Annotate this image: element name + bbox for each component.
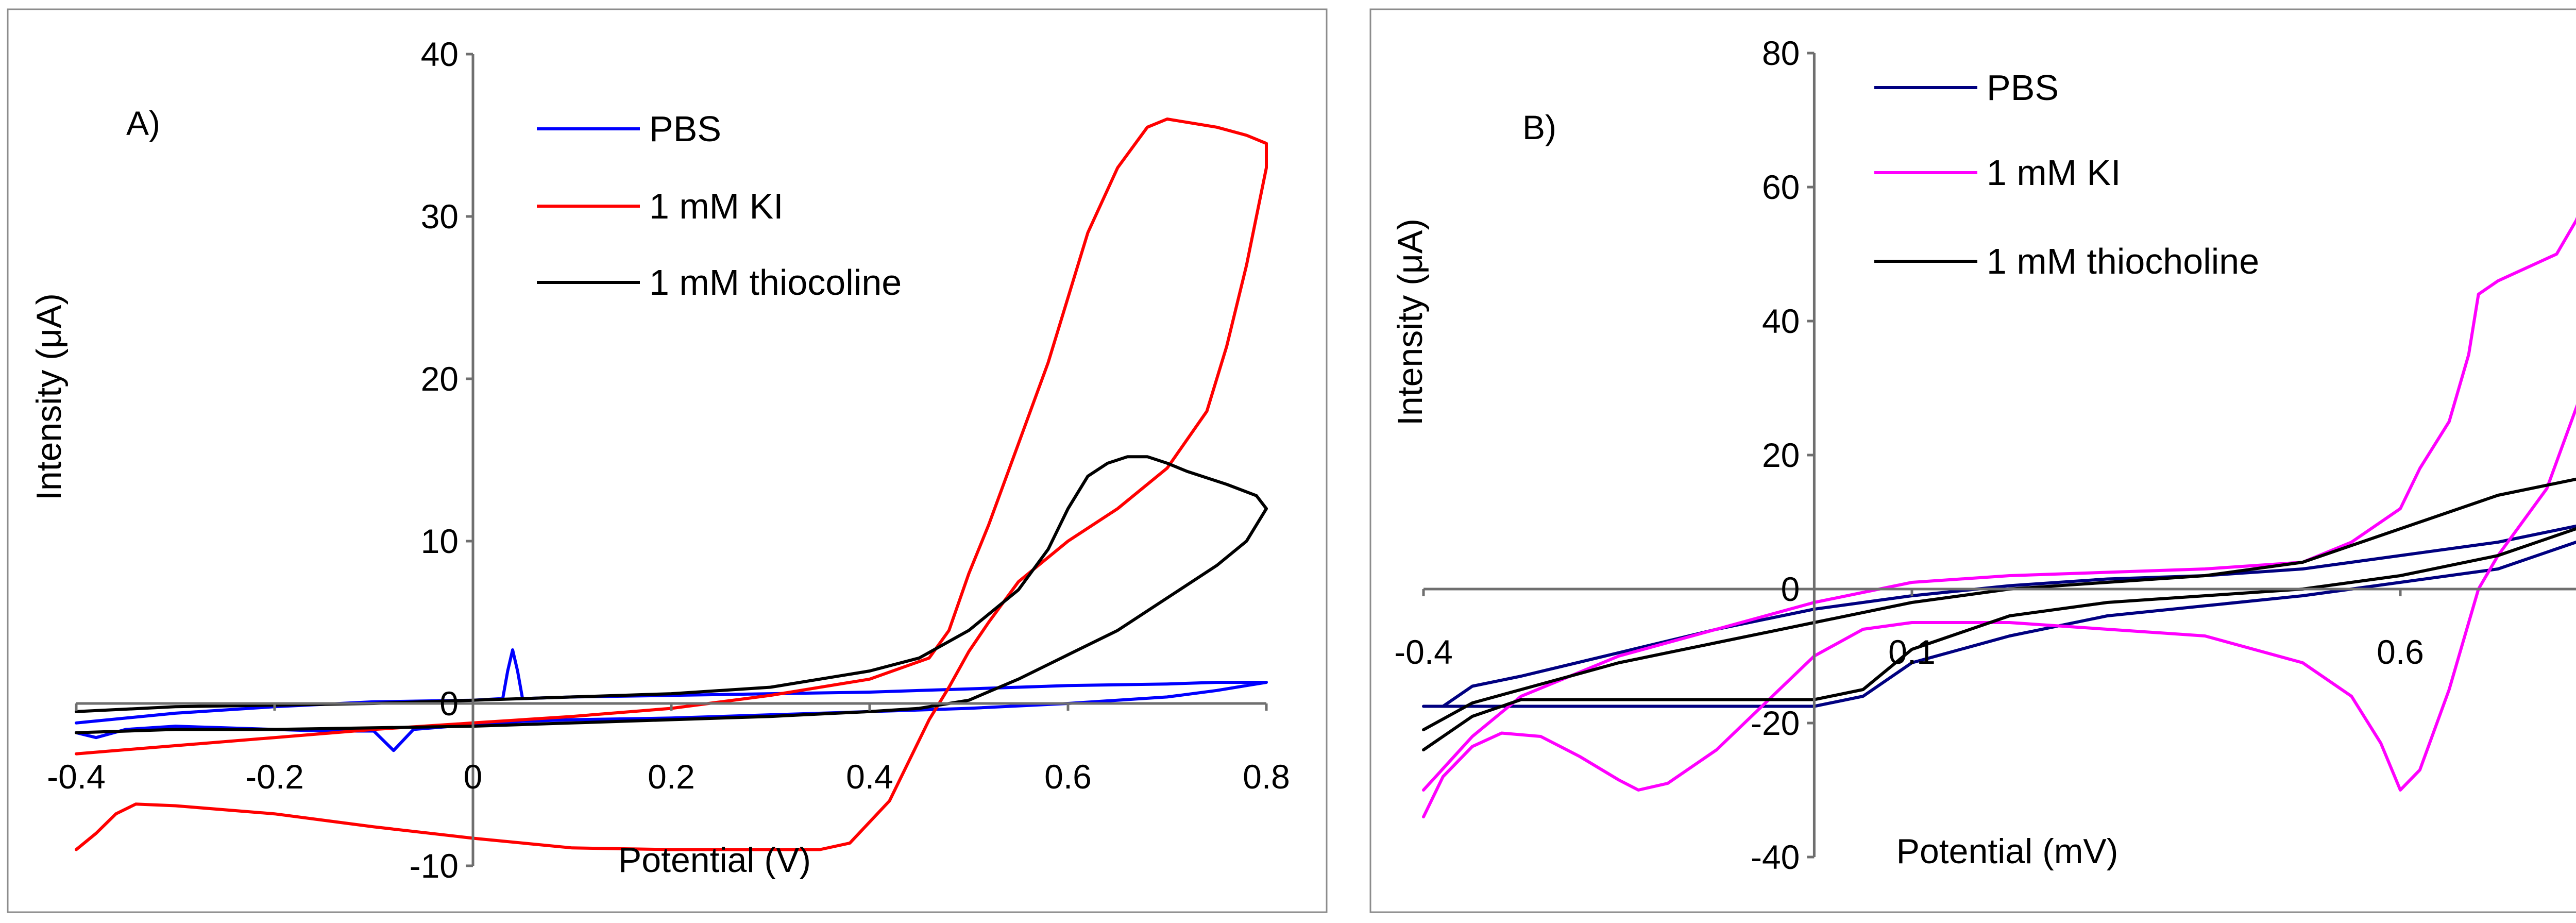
panel-b-series <box>1422 216 2576 818</box>
panel-a-y-axis-title: Intensity (μA) <box>29 293 69 500</box>
panel-b-y-tick-label: 0 <box>1781 570 1800 608</box>
panel-a-x-axis-title: Potential (V) <box>618 841 811 880</box>
panel-a-legend-item-ki: 1 mM KI <box>537 186 784 226</box>
panel-a-legend-label-ki: 1 mM KI <box>649 186 784 226</box>
panel-a-letter: A) <box>126 104 160 142</box>
panel-b-legend: PBS 1 mM KI 1 mM thiocholine <box>1874 68 2259 281</box>
panel-a-legend-label-pbs: PBS <box>649 109 721 149</box>
panel-a-x-tick-label: 0.6 <box>1044 758 1092 796</box>
panel-b-legend-item-pbs: PBS <box>1874 68 2059 108</box>
panel-a-series-1-mm-ki <box>75 118 1268 851</box>
panel-b-legend-item-thiocholine: 1 mM thiocholine <box>1874 241 2259 281</box>
panel-b-y-tick-label: 40 <box>1762 302 1800 340</box>
panel-b-y-tick-label: 80 <box>1762 34 1800 72</box>
panel-a-legend-item-thiocoline: 1 mM thiocoline <box>537 262 902 303</box>
panel-a-y-tick-label: 0 <box>439 684 459 723</box>
panel-b: B) -40 -20 0 20 40 60 80 -0.4 0.1 0.6 Potential (… <box>1369 8 2576 913</box>
panel-a-series-1-mm-thiocoline <box>75 455 1268 734</box>
panel-b-legend-item-ki: 1 mM KI <box>1874 153 2121 193</box>
panel-b-x-axis-title: Potential (mV) <box>1896 832 2119 871</box>
panel-b-y-axis-title: Intensity (μA) <box>1391 219 1430 426</box>
panel-a-ticks: -10 0 10 20 30 40 -0.4 -0.2 0 0.2 0.4 0.6 0.8 <box>47 35 1290 885</box>
panel-a: A) -10 0 10 20 30 40 -0.4 -0.2 0 0.2 0.4 0.6 0.8 Pot… <box>7 8 1328 913</box>
panel-b-frame <box>1369 8 2576 913</box>
panel-b-legend-label-thiocholine: 1 mM thiocholine <box>1987 241 2259 281</box>
panel-a-x-tick-label: -0.2 <box>245 758 304 796</box>
panel-a-legend: PBS 1 mM KI 1 mM thiocoline <box>537 109 902 303</box>
panel-a-y-tick-label: 40 <box>421 35 459 73</box>
panel-b-y-tick-label: 60 <box>1762 168 1800 206</box>
panel-b-legend-label-ki: 1 mM KI <box>1987 153 2121 193</box>
panel-b-y-tick-label: -20 <box>1751 704 1800 742</box>
panel-a-y-tick-label: 30 <box>421 197 459 236</box>
panel-a-legend-label-thiocoline: 1 mM thiocoline <box>649 262 902 303</box>
panel-a-x-tick-label: 0 <box>464 758 483 796</box>
panel-b-x-tick-label: -0.4 <box>1394 633 1453 671</box>
panel-b-series-1-mm-ki <box>1422 216 2576 818</box>
panel-b-letter: B) <box>1522 108 1556 146</box>
panel-b-ticks: -40 -20 0 20 40 60 80 -0.4 0.1 0.6 <box>1394 34 2424 876</box>
panel-a-y-tick-label: 20 <box>421 360 459 398</box>
panel-a-x-tick-label: 0.4 <box>846 758 893 796</box>
panel-a-y-tick-label: -10 <box>410 847 459 885</box>
panel-a-x-tick-label: 0.2 <box>648 758 695 796</box>
panel-b-y-tick-label: 20 <box>1762 436 1800 474</box>
panel-b-series-1-mm-thiocholine <box>1422 477 2576 751</box>
panel-b-y-tick-label: -40 <box>1751 838 1800 876</box>
panel-b-x-tick-label: 0.6 <box>2377 633 2424 671</box>
panel-b-series-pbs <box>1422 524 2576 708</box>
panel-a-legend-item-pbs: PBS <box>537 109 721 149</box>
panel-a-x-tick-label: 0.8 <box>1243 758 1290 796</box>
panel-a-frame <box>7 8 1328 913</box>
panel-a-x-tick-label: -0.4 <box>47 758 106 796</box>
panel-a-y-tick-label: 10 <box>421 522 459 560</box>
panel-a-series <box>75 118 1268 851</box>
panel-b-x-tick-label: 0.1 <box>1888 633 1936 671</box>
panel-b-legend-label-pbs: PBS <box>1987 68 2059 108</box>
